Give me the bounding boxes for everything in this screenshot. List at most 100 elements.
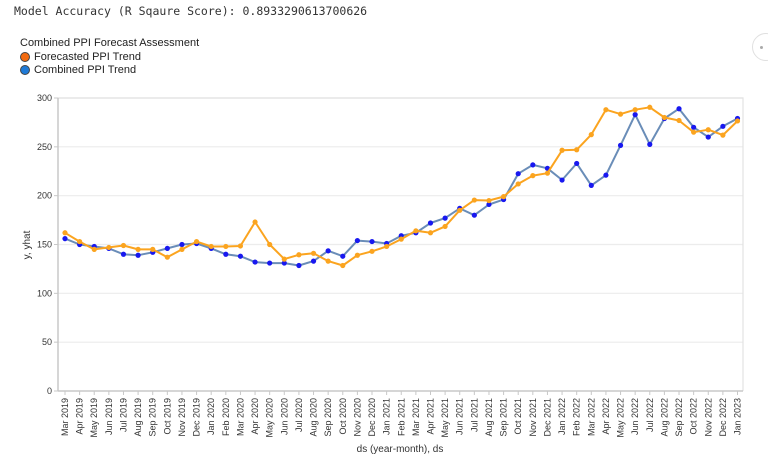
data-point[interactable]: [193, 238, 200, 245]
data-point[interactable]: [340, 253, 346, 259]
data-point[interactable]: [530, 162, 536, 168]
data-point[interactable]: [486, 201, 492, 208]
data-point[interactable]: [500, 194, 507, 200]
y-tick-label: 200: [37, 191, 52, 201]
data-point[interactable]: [471, 212, 477, 218]
x-tick-label: Jan 2023: [733, 398, 743, 435]
data-point[interactable]: [369, 238, 375, 245]
data-point[interactable]: [135, 246, 141, 252]
data-point[interactable]: [471, 197, 477, 203]
data-point[interactable]: [267, 241, 273, 248]
legend-item-combined[interactable]: Combined PPI Trend: [20, 63, 199, 76]
data-point[interactable]: [281, 256, 287, 262]
data-point[interactable]: [676, 106, 682, 112]
data-point[interactable]: [720, 132, 726, 138]
x-tick-label: Dec 2022: [718, 398, 728, 437]
data-point[interactable]: [354, 252, 360, 258]
data-point[interactable]: [705, 127, 711, 133]
data-point[interactable]: [252, 219, 258, 225]
data-point[interactable]: [398, 236, 404, 242]
combined-series: [62, 106, 741, 269]
data-point[interactable]: [354, 237, 360, 244]
x-tick-label: Oct 2019: [162, 398, 172, 435]
data-point[interactable]: [588, 182, 594, 189]
data-point[interactable]: [62, 230, 68, 236]
x-tick-label: Apr 2022: [601, 398, 611, 435]
data-point[interactable]: [135, 252, 141, 258]
data-point[interactable]: [267, 260, 273, 266]
data-point[interactable]: [647, 141, 653, 147]
data-point[interactable]: [603, 107, 609, 113]
data-point[interactable]: [530, 173, 536, 179]
data-point[interactable]: [62, 236, 68, 242]
data-point[interactable]: [179, 241, 185, 248]
x-tick-label: Feb 2022: [572, 398, 582, 436]
data-point[interactable]: [237, 243, 244, 249]
data-point[interactable]: [544, 170, 551, 176]
data-point[interactable]: [691, 124, 697, 130]
legend-item-forecast[interactable]: Forecasted PPI Trend: [20, 50, 199, 63]
data-point[interactable]: [296, 262, 302, 269]
data-point[interactable]: [691, 129, 697, 135]
x-tick-label: Oct 2021: [513, 398, 523, 435]
data-point[interactable]: [310, 250, 317, 256]
data-point[interactable]: [179, 246, 185, 252]
x-tick-label: Nov 2021: [528, 398, 538, 437]
data-point[interactable]: [486, 197, 492, 204]
data-point[interactable]: [720, 123, 726, 129]
x-tick-label: Mar 2021: [411, 398, 421, 436]
data-point[interactable]: [647, 104, 653, 110]
data-point[interactable]: [340, 262, 346, 269]
data-point[interactable]: [588, 132, 594, 138]
data-point[interactable]: [442, 223, 448, 230]
data-point[interactable]: [150, 246, 156, 252]
data-point[interactable]: [603, 172, 609, 178]
data-point[interactable]: [574, 147, 580, 153]
data-point[interactable]: [632, 107, 638, 113]
x-tick-label: Jul 2019: [118, 398, 128, 432]
y-tick-label: 250: [37, 142, 52, 152]
x-tick-label: Dec 2021: [542, 398, 552, 437]
data-point[interactable]: [120, 242, 127, 249]
data-point[interactable]: [208, 243, 214, 250]
data-point[interactable]: [676, 117, 682, 124]
data-point[interactable]: [705, 134, 711, 140]
data-point[interactable]: [574, 160, 580, 167]
data-point[interactable]: [427, 230, 434, 236]
data-point[interactable]: [223, 243, 229, 250]
data-point[interactable]: [515, 171, 521, 177]
data-point[interactable]: [164, 245, 170, 252]
data-point[interactable]: [457, 207, 463, 213]
data-point[interactable]: [325, 258, 331, 264]
data-point[interactable]: [442, 215, 448, 221]
data-point[interactable]: [515, 181, 521, 187]
data-point[interactable]: [223, 251, 229, 257]
data-point[interactable]: [91, 246, 97, 252]
data-point[interactable]: [296, 252, 302, 258]
blue-circle-icon: [20, 64, 30, 75]
data-point[interactable]: [413, 228, 419, 234]
data-point[interactable]: [164, 254, 170, 260]
data-point[interactable]: [310, 258, 317, 264]
data-point[interactable]: [559, 177, 565, 183]
data-point[interactable]: [325, 248, 331, 254]
data-point[interactable]: [734, 118, 741, 124]
data-point[interactable]: [237, 253, 244, 259]
x-tick-label: Jul 2020: [294, 398, 304, 432]
data-point[interactable]: [559, 147, 565, 153]
data-point[interactable]: [384, 243, 390, 250]
data-point[interactable]: [427, 220, 434, 226]
data-point[interactable]: [281, 260, 287, 266]
data-point[interactable]: [106, 244, 112, 251]
data-point[interactable]: [252, 259, 258, 265]
data-point[interactable]: [120, 251, 127, 257]
data-point[interactable]: [369, 248, 375, 254]
data-point[interactable]: [617, 111, 624, 117]
data-point[interactable]: [661, 114, 668, 121]
data-point[interactable]: [632, 112, 638, 118]
data-point[interactable]: [77, 238, 83, 245]
y-tick-label: 0: [47, 386, 52, 396]
x-tick-label: Dec 2020: [367, 398, 377, 437]
data-point[interactable]: [617, 142, 624, 148]
x-tick-label: Aug 2020: [309, 398, 319, 437]
